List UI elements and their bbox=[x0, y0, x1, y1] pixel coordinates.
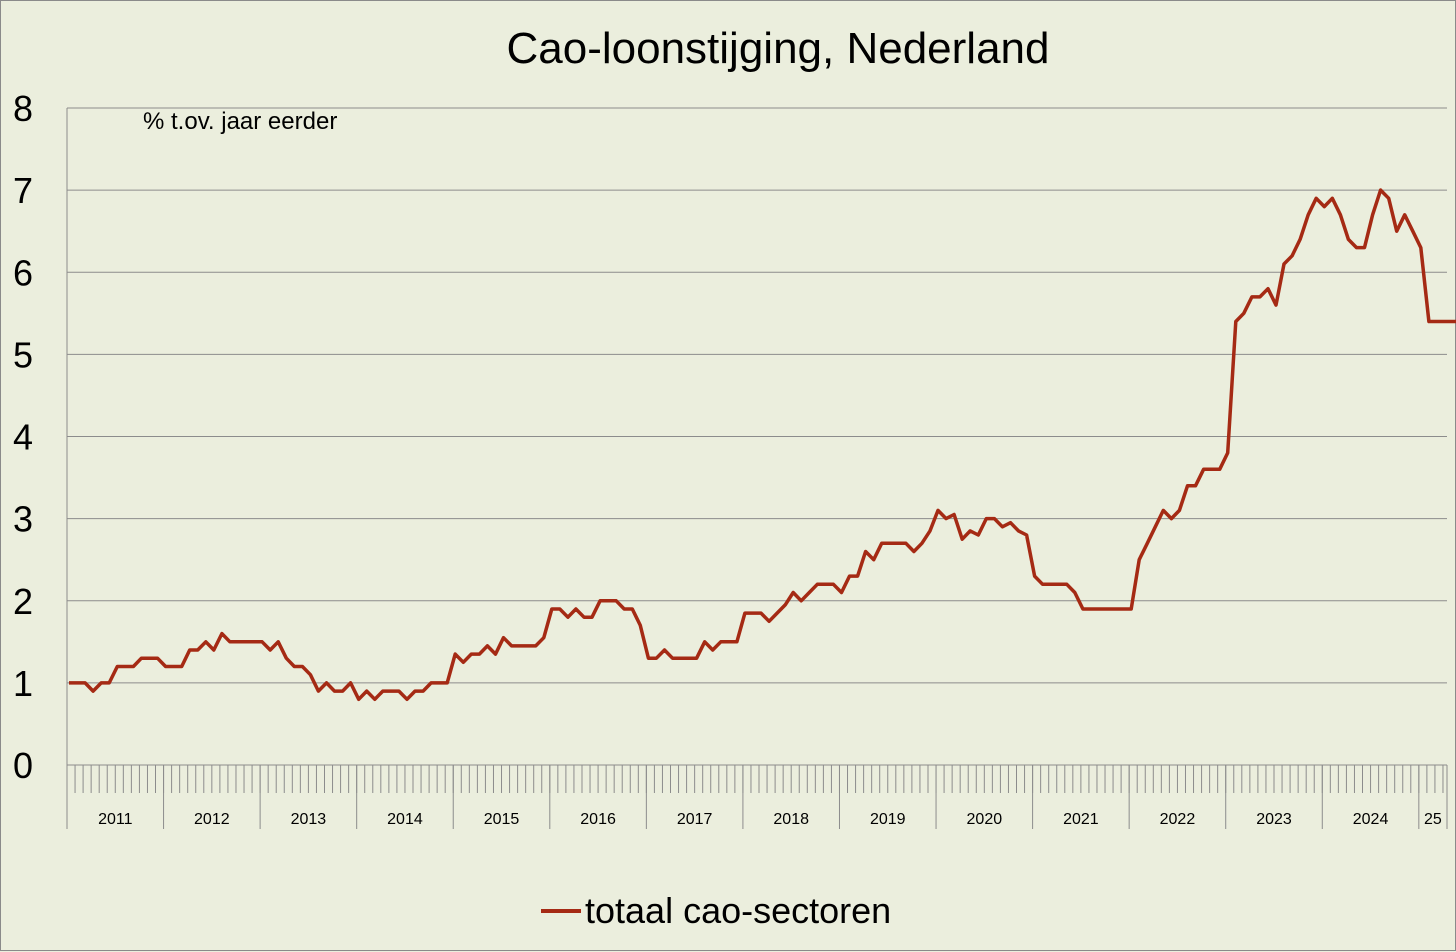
y-tick-label: 4 bbox=[13, 417, 33, 458]
y-axis-ticks: 0 1 2 3 4 5 6 7 8 bbox=[13, 88, 33, 786]
year-label: 2021 bbox=[1063, 811, 1099, 828]
year-label: 2022 bbox=[1160, 811, 1196, 828]
x-axis: 2011 2012 2013 2014 2015 2016 2017 2018 2019 2020… bbox=[66, 765, 1448, 829]
year-label: 2020 bbox=[967, 811, 1003, 828]
series-group bbox=[69, 188, 1456, 702]
y-tick-label: 0 bbox=[13, 745, 33, 786]
year-label: 25 bbox=[1424, 811, 1442, 828]
year-label: 2014 bbox=[387, 811, 423, 828]
year-label: 2016 bbox=[580, 811, 616, 828]
legend-label: totaal cao-sectoren bbox=[585, 890, 891, 931]
year-label: 2024 bbox=[1353, 811, 1389, 828]
year-label: 2019 bbox=[870, 811, 906, 828]
year-label: 2013 bbox=[291, 811, 327, 828]
series-line-totaal-cao-sectoren bbox=[69, 188, 1456, 702]
year-label: 2015 bbox=[484, 811, 520, 828]
y-tick-label: 2 bbox=[13, 581, 33, 622]
year-label: 2023 bbox=[1256, 811, 1292, 828]
y-tick-label: 7 bbox=[13, 170, 33, 211]
y-tick-label: 3 bbox=[13, 499, 33, 540]
legend: totaal cao-sectoren bbox=[541, 890, 891, 931]
year-label: 2011 bbox=[98, 811, 133, 828]
y-tick-label: 1 bbox=[13, 663, 33, 704]
unit-label: % t.ov. jaar eerder bbox=[143, 108, 337, 135]
y-tick-label: 8 bbox=[13, 88, 33, 129]
chart-title: Cao-loonstijging, Nederland bbox=[507, 24, 1050, 73]
year-label: 2012 bbox=[194, 811, 230, 828]
y-tick-label: 5 bbox=[13, 334, 33, 375]
y-tick-label: 6 bbox=[13, 252, 33, 293]
gridlines bbox=[66, 107, 1447, 766]
year-label: 2017 bbox=[677, 811, 713, 828]
year-label: 2018 bbox=[773, 811, 809, 828]
